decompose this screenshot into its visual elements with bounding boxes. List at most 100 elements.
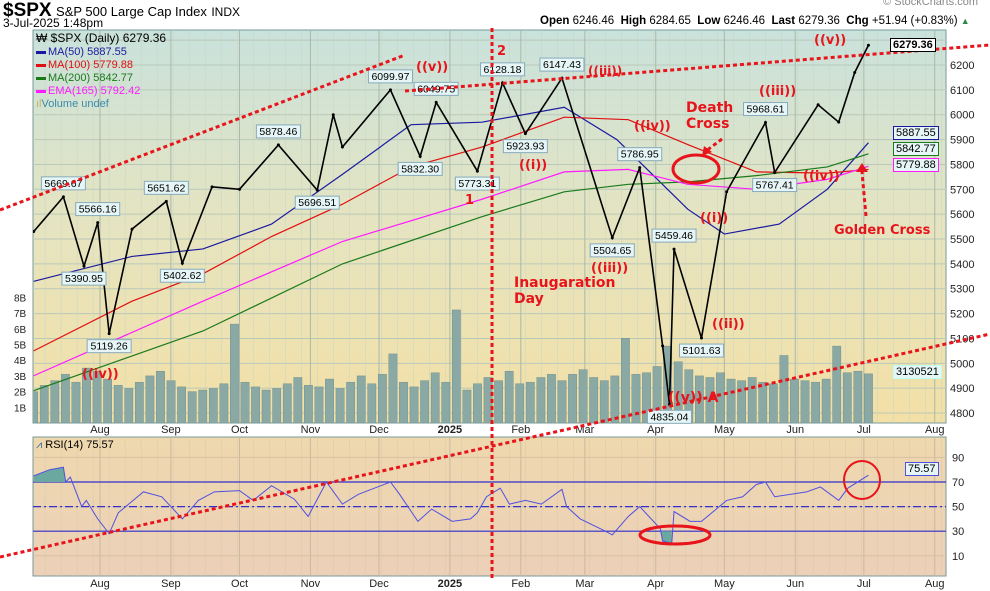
upper-channel-line <box>0 53 406 212</box>
pivot-label: 4835.04 <box>650 411 688 423</box>
volume-tick-label: 2B <box>14 388 27 399</box>
pivot-label-box <box>367 69 413 84</box>
legend-volume-text: Volume undef <box>41 98 109 110</box>
last-value: 6279.36 <box>798 15 840 27</box>
pivot-label: 5651.62 <box>147 182 185 194</box>
volume-bar <box>187 391 197 423</box>
symbol: $SPX <box>3 0 52 21</box>
volume-bar <box>811 381 820 423</box>
pivot-label-box <box>502 139 548 154</box>
month-label: Dec <box>369 578 389 590</box>
volume-bar <box>124 388 134 423</box>
volume-tick-label: 5B <box>14 341 27 352</box>
lower-support-line <box>0 332 990 559</box>
pivot-label: 5696.51 <box>298 197 336 209</box>
month-label: Apr <box>647 424 664 436</box>
pivot-label-box <box>752 178 798 193</box>
volume-bar <box>578 369 588 423</box>
chg-label: Chg <box>846 15 869 27</box>
volume-bar <box>747 377 757 423</box>
chg-value: +51.94 (+0.83%) <box>871 15 958 27</box>
open-value: 6246.46 <box>572 15 615 27</box>
pivot-label: 5669.67 <box>44 178 82 190</box>
month-label: Aug <box>90 424 110 436</box>
price-point <box>340 145 344 149</box>
golden-cross-label: Golden Cross <box>834 223 931 238</box>
ma100-tag: 5779.88 <box>893 158 939 172</box>
volume-bar <box>82 367 91 423</box>
rsi-tick-label: 70 <box>952 477 964 489</box>
month-label: Oct <box>231 424 248 436</box>
volume-bar <box>842 372 852 423</box>
price-point <box>238 187 242 191</box>
wave-label: ((iv)) <box>803 169 840 184</box>
volume-bar <box>864 373 873 423</box>
volume-bar <box>261 389 271 423</box>
legend-price-text: $SPX (Daily) 6279.36 <box>50 31 167 45</box>
price-point <box>699 336 703 340</box>
volume-bar <box>166 380 176 423</box>
volume-bar <box>113 385 123 423</box>
pivot-label: 5101.63 <box>682 345 720 357</box>
price-point <box>130 227 134 231</box>
volume-bar <box>272 388 282 423</box>
volume-bar <box>494 380 503 423</box>
pivot-label-box <box>539 57 585 72</box>
open-label: Open <box>540 15 570 27</box>
price-point <box>210 185 214 189</box>
legend-ma100: MA(100) 5779.88 <box>36 58 133 72</box>
wave-number: 2 <box>497 44 507 59</box>
price-point <box>418 154 422 158</box>
volume-bar <box>177 386 186 423</box>
pivot-label-box <box>86 339 132 354</box>
volume-bar <box>92 370 102 423</box>
month-label: Aug <box>925 578 945 590</box>
volume-bar <box>631 374 641 423</box>
ohlc-readout: Open 6246.46 High 6284.65 Low 6246.46 La… <box>540 15 970 27</box>
golden-cross-arrowhead <box>856 163 868 172</box>
legend-volume: ılVolume undef <box>36 97 109 111</box>
rsi-oversold-fill <box>660 531 672 544</box>
legend-rsi-text: RSI(14) 75.57 <box>45 439 114 451</box>
pivot-label-box <box>454 176 500 191</box>
volume-bar <box>198 389 208 423</box>
volume-tick-label: 8B <box>14 293 27 304</box>
price-line <box>33 44 870 405</box>
volume-bar <box>356 375 366 423</box>
rsi-tick-label: 10 <box>952 551 964 563</box>
volume-bar <box>832 345 842 423</box>
price-point <box>638 166 642 170</box>
pivot-label-box <box>61 271 107 286</box>
month-label: Jul <box>857 578 871 590</box>
volume-bar <box>399 381 408 423</box>
price-tick-label: 5700 <box>950 184 974 196</box>
rsi-tick-label: 50 <box>952 502 964 514</box>
price-point <box>434 100 438 104</box>
legend-rsi: ⩘ RSI(14) 75.57 <box>36 438 114 452</box>
wave-label: ((iii)) <box>591 261 629 276</box>
month-label: Aug <box>90 578 110 590</box>
pivot-label: 5773.31 <box>458 178 496 190</box>
volume-bar <box>779 355 789 423</box>
volume-bar <box>50 380 60 423</box>
month-label: Jun <box>786 578 804 590</box>
price-point <box>388 88 392 92</box>
wave-number: 1 <box>465 193 475 208</box>
candle-icon: ₩ <box>36 31 48 45</box>
pivot-label: 6099.97 <box>371 71 409 83</box>
volume-icon: ıl <box>36 98 42 110</box>
price-tick-label: 5100 <box>950 333 974 345</box>
month-label: Jul <box>857 424 871 436</box>
pivot-label-box <box>646 409 692 424</box>
volume-bar <box>589 377 599 423</box>
price-point <box>315 188 319 192</box>
volume-bar <box>758 381 768 423</box>
volume-bar <box>621 338 630 423</box>
volume-bar <box>568 374 577 423</box>
price-point <box>523 132 527 136</box>
pivot-label-box <box>294 195 340 210</box>
last-price-tag: 6279.36 <box>890 38 936 52</box>
pivot-label-box <box>397 161 443 176</box>
price-tick-label: 6200 <box>950 60 974 72</box>
price-point <box>837 120 841 124</box>
